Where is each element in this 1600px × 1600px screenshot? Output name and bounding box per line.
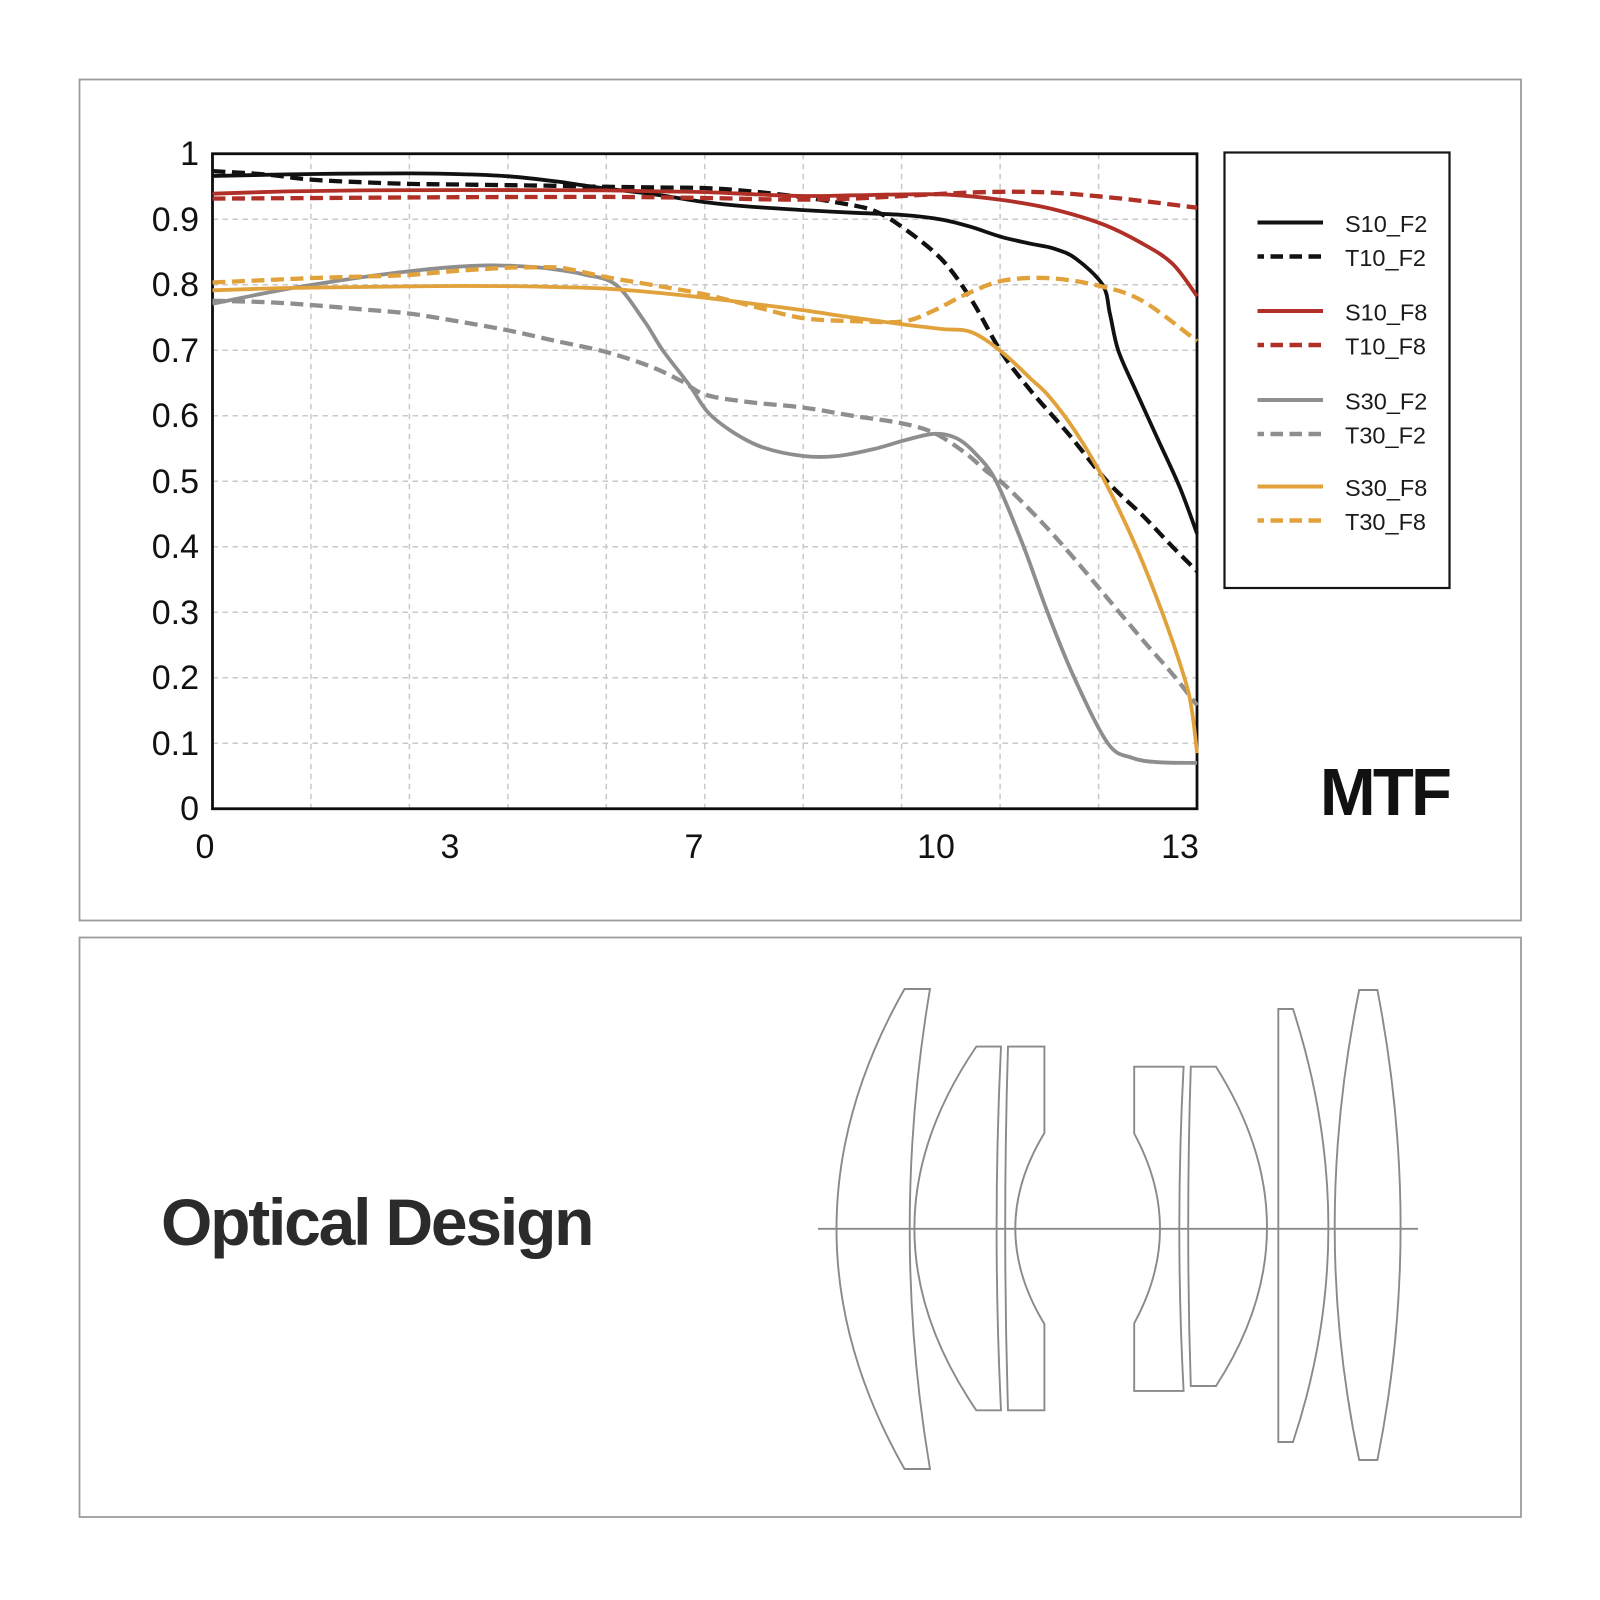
svg-text:T10_F2: T10_F2 (1345, 245, 1426, 271)
svg-text:Optical Design: Optical Design (161, 1185, 592, 1259)
svg-text:0.4: 0.4 (152, 528, 199, 566)
svg-text:13: 13 (1161, 828, 1199, 866)
svg-text:T30_F2: T30_F2 (1345, 423, 1426, 449)
svg-text:T30_F8: T30_F8 (1345, 509, 1426, 535)
svg-text:1: 1 (180, 135, 199, 173)
svg-text:10: 10 (917, 828, 955, 866)
svg-text:0: 0 (180, 790, 199, 828)
svg-text:0.3: 0.3 (152, 594, 199, 632)
svg-text:0.9: 0.9 (152, 201, 199, 239)
svg-text:3: 3 (441, 828, 460, 866)
svg-text:T10_F8: T10_F8 (1345, 334, 1426, 360)
svg-text:MTF: MTF (1320, 755, 1450, 830)
svg-text:S30_F8: S30_F8 (1345, 475, 1427, 501)
svg-text:S30_F2: S30_F2 (1345, 389, 1427, 415)
svg-text:0.5: 0.5 (152, 463, 199, 501)
svg-text:0.7: 0.7 (152, 332, 199, 370)
svg-text:S10_F2: S10_F2 (1345, 211, 1427, 237)
svg-text:0.6: 0.6 (152, 397, 199, 435)
svg-text:7: 7 (685, 828, 704, 866)
svg-text:S10_F8: S10_F8 (1345, 300, 1427, 326)
svg-text:0.2: 0.2 (152, 659, 199, 697)
svg-text:0: 0 (196, 828, 215, 866)
svg-text:0.8: 0.8 (152, 266, 199, 304)
svg-text:0.1: 0.1 (152, 725, 199, 763)
